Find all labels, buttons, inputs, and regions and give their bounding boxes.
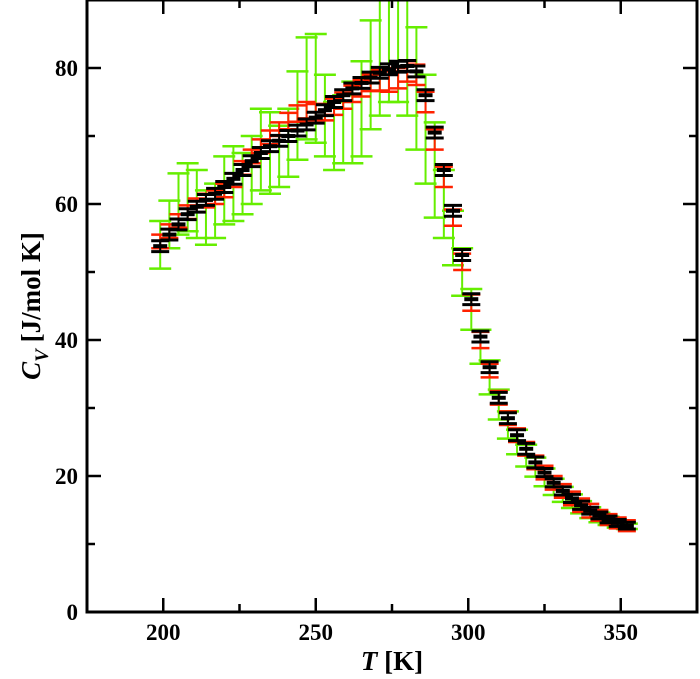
y-tick-label: 60 <box>55 192 78 217</box>
data-point <box>306 110 325 125</box>
series-2 <box>151 59 636 531</box>
y-tick-label: 0 <box>67 600 79 625</box>
x-tick-label: 350 <box>604 620 639 645</box>
series-0 <box>149 0 638 531</box>
data-point <box>405 25 428 151</box>
data-point <box>562 492 581 505</box>
y-tick-label: 40 <box>55 328 78 353</box>
data-point <box>396 0 419 117</box>
data-point <box>368 0 391 117</box>
y-axis-label: CV [J/mol K] <box>16 232 53 380</box>
x-tick-label: 300 <box>451 620 486 645</box>
data-point <box>315 103 334 118</box>
data-point <box>215 180 234 194</box>
data-point <box>471 329 490 344</box>
data-point <box>416 88 435 103</box>
y-tick-label: 20 <box>55 464 78 489</box>
data-point <box>370 65 389 80</box>
data-point <box>535 467 554 479</box>
data-point <box>304 32 327 145</box>
data-point <box>425 125 444 140</box>
data-point <box>240 134 263 206</box>
axes <box>85 0 699 614</box>
data-point <box>434 163 453 177</box>
data-point <box>462 292 481 307</box>
tick-labels: 200 250 300 350 0 20 40 60 80 <box>55 56 638 645</box>
data-point <box>242 154 261 169</box>
data-point <box>151 239 170 254</box>
data-point <box>517 441 536 456</box>
data-point <box>160 227 179 242</box>
data-point <box>224 171 243 186</box>
data-point <box>480 360 499 375</box>
data-point <box>453 248 472 262</box>
series-1 <box>151 59 636 533</box>
x-axis-label: T [K] <box>361 646 423 676</box>
data-point <box>444 203 462 218</box>
data-point <box>489 390 508 405</box>
data-point <box>407 64 426 79</box>
data-point <box>233 163 252 177</box>
data-point <box>617 520 636 531</box>
y-tick-label: 80 <box>55 56 78 81</box>
data-point <box>508 428 527 443</box>
data-marks <box>149 0 638 533</box>
x-tick-label: 250 <box>299 620 334 645</box>
data-point <box>288 104 307 123</box>
x-tick-label: 200 <box>146 620 181 645</box>
data-point <box>498 411 517 426</box>
data-point <box>379 62 398 77</box>
data-point <box>178 207 197 222</box>
